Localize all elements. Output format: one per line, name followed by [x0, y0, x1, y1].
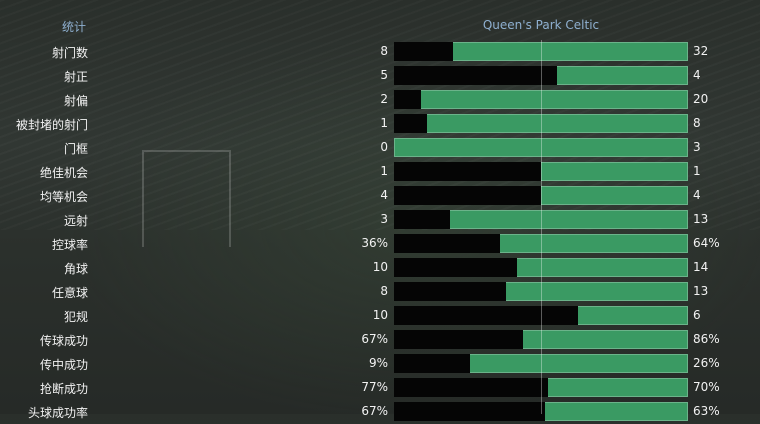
away-value: 1: [693, 164, 701, 178]
stat-row: 传中成功 9% 26%: [0, 352, 760, 376]
home-bar-fill: [394, 330, 523, 349]
stat-bar: [394, 234, 688, 253]
stat-label: 头球成功率: [27, 406, 88, 420]
home-value: 10: [372, 308, 388, 322]
stat-label: 抢断成功: [39, 382, 88, 396]
home-value: 8: [380, 284, 388, 298]
stat-bar: [394, 378, 688, 397]
away-value: 70%: [693, 380, 720, 394]
away-value: 14: [693, 260, 709, 274]
stat-label: 绝佳机会: [39, 166, 88, 180]
home-value: 3: [380, 212, 388, 226]
stat-bar: [394, 258, 688, 277]
stat-bar: [394, 354, 688, 373]
stat-row: 均等机会 4 4: [0, 184, 760, 208]
stat-row: 远射 3 13: [0, 208, 760, 232]
stat-row: 传球成功 67% 86%: [0, 328, 760, 352]
stat-bar: [394, 90, 688, 109]
stat-row: 射正 5 4: [0, 64, 760, 88]
stat-row: 角球 10 14: [0, 256, 760, 280]
stat-row: 射偏 2 20: [0, 88, 760, 112]
home-bar-fill: [394, 282, 506, 301]
home-value: 36%: [361, 236, 388, 250]
home-value: 5: [380, 68, 388, 82]
away-value: 4: [693, 68, 701, 82]
home-bar-fill: [394, 354, 471, 373]
away-value: 4: [693, 188, 701, 202]
stat-bar: [394, 306, 688, 325]
stat-bar: [394, 186, 688, 205]
stat-bar: [394, 330, 688, 349]
away-value: 32: [693, 44, 709, 58]
stat-label: 传中成功: [39, 358, 88, 372]
stat-bar: [394, 66, 688, 85]
away-value: 64%: [693, 236, 720, 250]
home-bar-fill: [394, 42, 453, 61]
stat-label: 被封堵的射门: [15, 118, 88, 132]
away-value: 13: [693, 212, 709, 226]
stat-row: 被封堵的射门 1 8: [0, 112, 760, 136]
away-value: 86%: [693, 332, 720, 346]
home-value: 1: [380, 116, 388, 130]
stat-row: 犯规 10 6: [0, 304, 760, 328]
stat-label: 任意球: [51, 286, 88, 300]
away-value: 26%: [693, 356, 720, 370]
stat-row: 门框 0 3: [0, 136, 760, 160]
stat-label: 门框: [63, 142, 88, 156]
home-bar-fill: [394, 114, 427, 133]
away-value: 63%: [693, 404, 720, 418]
home-value: 0: [380, 140, 388, 154]
home-value: 77%: [361, 380, 388, 394]
stat-label: 控球率: [51, 238, 88, 252]
stat-bar: [394, 138, 688, 157]
home-value: 10: [372, 260, 388, 274]
home-bar-fill: [394, 186, 541, 205]
stat-bar: [394, 42, 688, 61]
home-bar-fill: [394, 234, 500, 253]
stat-bar: [394, 282, 688, 301]
stat-row: 绝佳机会 1 1: [0, 160, 760, 184]
stat-label: 射偏: [63, 94, 88, 108]
away-value: 3: [693, 140, 701, 154]
stat-label: 犯规: [63, 310, 88, 324]
stat-row: 头球成功率 67% 63%: [0, 400, 760, 424]
home-value: 67%: [361, 404, 388, 418]
home-value: 4: [380, 188, 388, 202]
away-value: 6: [693, 308, 701, 322]
stat-bar: [394, 210, 688, 229]
home-bar-fill: [394, 210, 450, 229]
stat-bar: [394, 402, 688, 421]
home-bar-fill: [394, 66, 558, 85]
away-value: 20: [693, 92, 709, 106]
home-value: 2: [380, 92, 388, 106]
stat-label: 均等机会: [39, 190, 88, 204]
home-value: 67%: [361, 332, 388, 346]
home-bar-fill: [394, 378, 549, 397]
stats-header: 统计 Queen's Park Celtic: [0, 18, 760, 38]
stat-label: 射正: [63, 70, 88, 84]
home-bar-fill: [394, 258, 517, 277]
stat-bar: [394, 162, 688, 181]
home-bar-fill: [394, 402, 546, 421]
stat-row: 任意球 8 13: [0, 280, 760, 304]
home-bar-fill: [394, 90, 421, 109]
stat-row: 射门数 8 32: [0, 40, 760, 64]
stat-row: 抢断成功 77% 70%: [0, 376, 760, 400]
home-bar-fill: [394, 162, 541, 181]
stat-row: 控球率 36% 64%: [0, 232, 760, 256]
stat-label: 射门数: [51, 46, 88, 60]
home-value: 8: [380, 44, 388, 58]
home-value: 9%: [368, 356, 388, 370]
home-value: 1: [380, 164, 388, 178]
stat-label: 传球成功: [39, 334, 88, 348]
stat-bar: [394, 114, 688, 133]
stat-label: 远射: [63, 214, 88, 228]
stat-label: 角球: [63, 262, 88, 276]
away-value: 13: [693, 284, 709, 298]
stats-table: 射门数 8 32 射正 5 4 射偏 2 20 被封堵的射门 1 8 门框 0 3 绝佳机会 1 1 均等机会 4 4 远…: [0, 40, 760, 424]
teams-label: Queen's Park Celtic: [482, 18, 600, 32]
away-value: 8: [693, 116, 701, 130]
stats-title: 统计: [62, 20, 87, 34]
home-bar-fill: [394, 306, 578, 325]
